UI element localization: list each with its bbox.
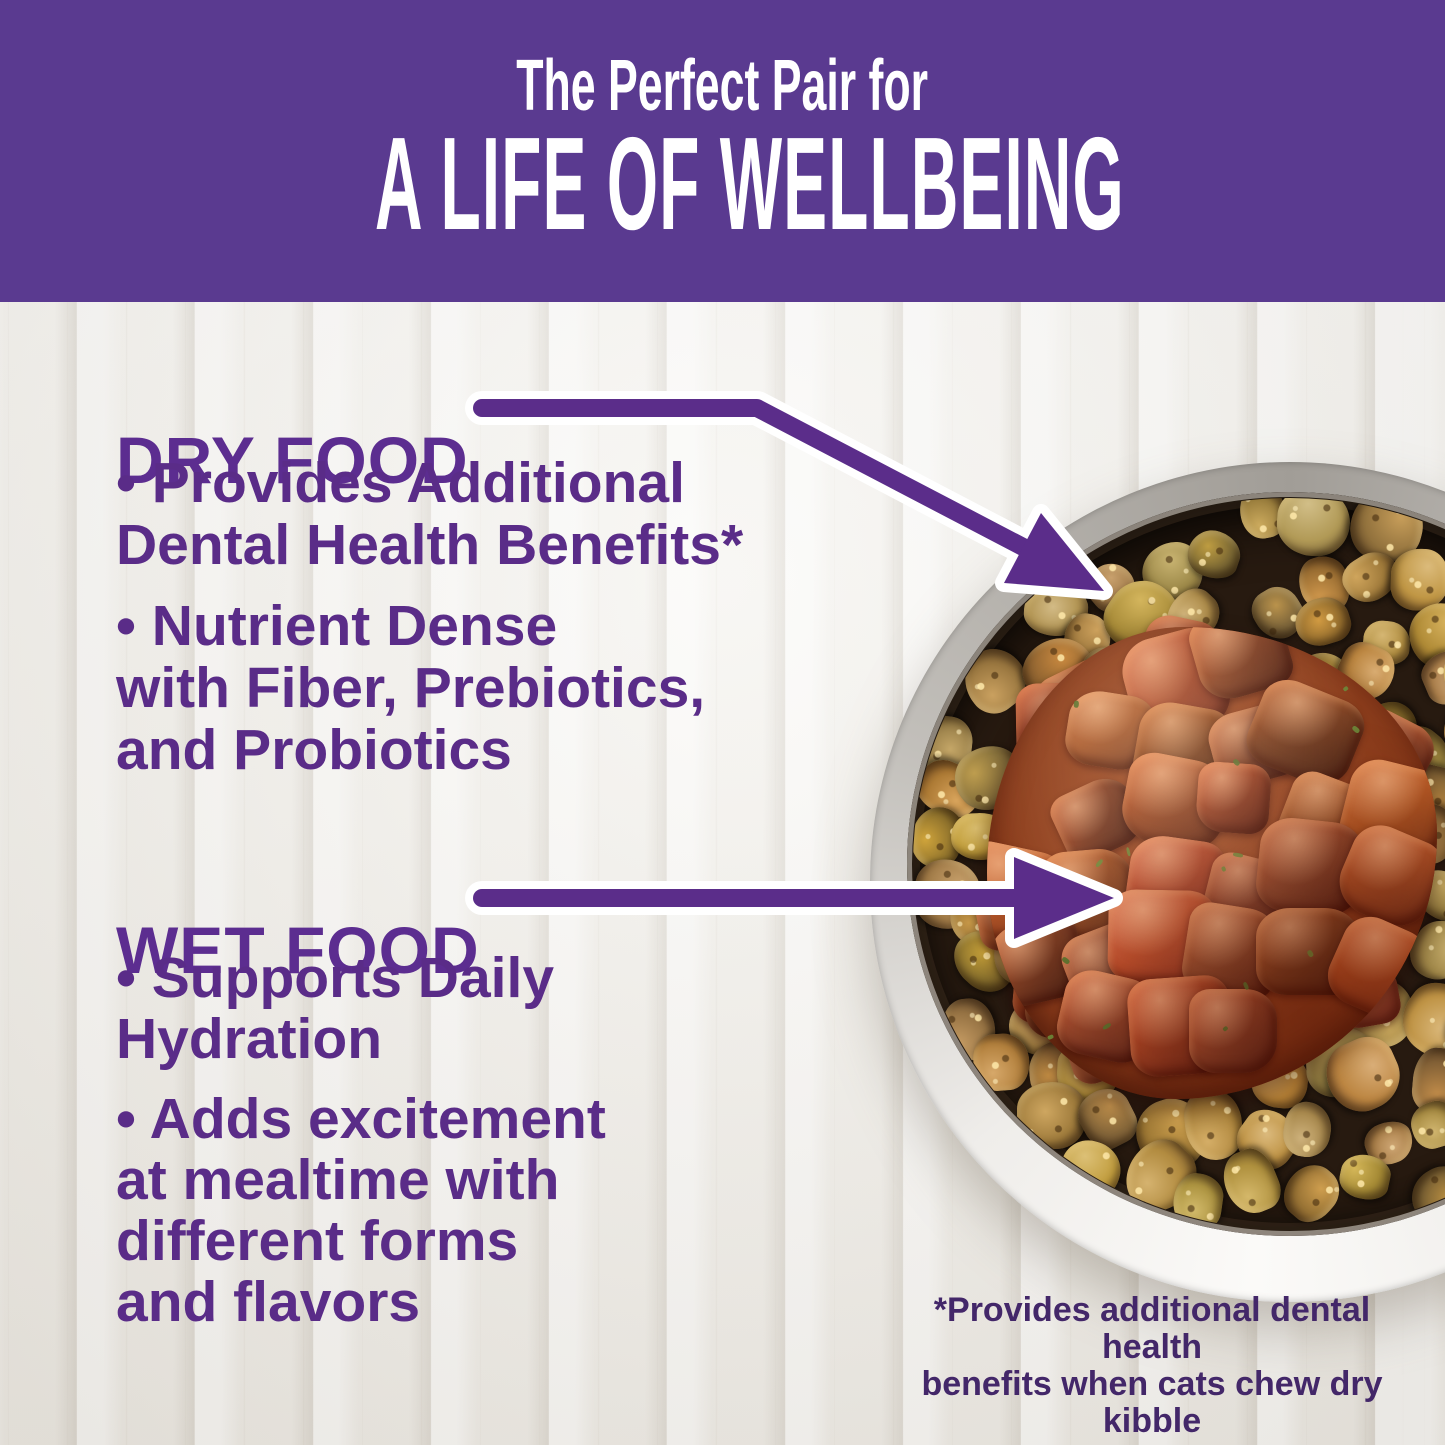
dry-food-bullets: • Provides Additional Dental Health Bene… — [116, 452, 743, 800]
header-banner: The Perfect Pair for A LIFE OF WELLBEING — [0, 0, 1445, 302]
herb-fleck — [1125, 847, 1131, 857]
bullet-item: • Nutrient Dense with Fiber, Prebiotics,… — [116, 595, 743, 781]
kibble-piece — [1017, 1082, 1086, 1149]
bullet-line: Hydration — [116, 1007, 383, 1071]
banner-title: A LIFE OF WELLBEING — [374, 110, 1125, 257]
footnote-line: benefits when cats chew dry kibble — [921, 1365, 1383, 1440]
herb-fleck — [1047, 1033, 1054, 1040]
bullet-line: • Nutrient Dense — [116, 594, 558, 658]
banner-subtitle: The Perfect Pair for — [516, 46, 929, 126]
bullet-line: • Adds excitement — [116, 1087, 606, 1151]
bowl-interior — [907, 492, 1445, 1236]
wet-food-heading: WET FOOD — [116, 912, 480, 987]
footnote-line: *Provides additional dental health — [933, 1291, 1371, 1366]
bullet-line: • Provides Additional — [116, 451, 685, 515]
bullet-line: and flavors — [116, 1270, 421, 1334]
wet-food-chunk — [1189, 989, 1278, 1073]
footnote: *Provides additional dental health benef… — [892, 1292, 1412, 1440]
bullet-item: • Adds excitement at mealtime with diffe… — [116, 1089, 606, 1333]
bullet-line: and Probiotics — [116, 718, 512, 782]
wet-food-chunk — [1194, 760, 1273, 836]
food-bowl-photo — [870, 462, 1445, 1302]
dry-food-heading: DRY FOOD — [116, 422, 469, 497]
herb-fleck — [1342, 686, 1349, 693]
wet-food-bullets: • Supports Daily Hydration • Adds excite… — [116, 948, 606, 1352]
bullet-line: Dental Health Benefits* — [116, 513, 744, 577]
bullet-item: • Supports Daily Hydration — [116, 948, 606, 1070]
bullet-line: at mealtime with — [116, 1148, 560, 1212]
bullet-item: • Provides Additional Dental Health Bene… — [116, 452, 743, 576]
dry-kibble — [913, 498, 1445, 1230]
bullet-line: • Supports Daily — [116, 946, 555, 1010]
bullet-line: different forms — [116, 1209, 519, 1273]
bullet-line: with Fiber, Prebiotics, — [116, 656, 706, 720]
